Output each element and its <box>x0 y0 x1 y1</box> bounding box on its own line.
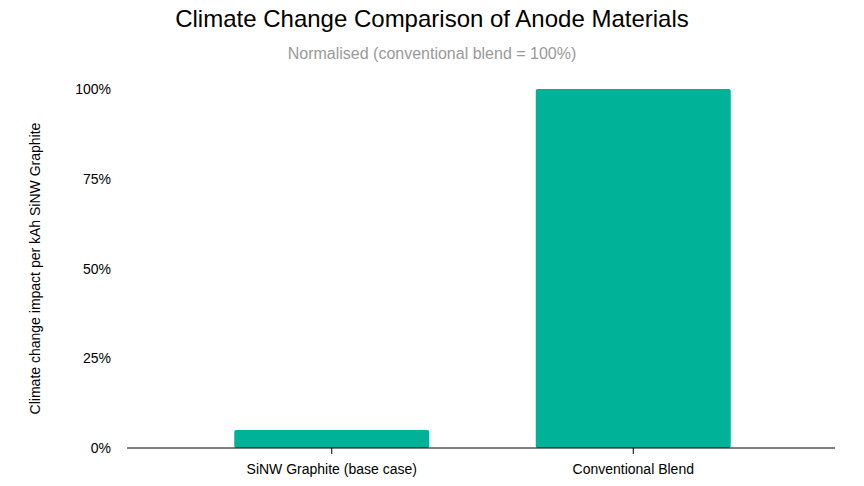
x-axis <box>127 448 835 449</box>
x-tick <box>633 448 634 454</box>
y-tick-label: 75% <box>83 171 111 187</box>
bar <box>234 430 429 448</box>
x-tick <box>331 448 332 454</box>
chart: Climate Change Comparison of Anode Mater… <box>0 0 864 486</box>
x-tick-label: Conventional Blend <box>573 461 694 477</box>
y-tick <box>115 89 121 90</box>
bar <box>536 89 731 448</box>
y-tick-label: 0% <box>91 440 111 456</box>
y-tick <box>115 268 121 269</box>
y-tick <box>115 448 121 449</box>
y-tick-label: 50% <box>83 261 111 277</box>
y-tick-label: 100% <box>75 81 111 97</box>
y-tick-label: 25% <box>83 350 111 366</box>
x-tick-label: SiNW Graphite (base case) <box>247 461 417 477</box>
y-tick <box>115 178 121 179</box>
y-tick <box>115 358 121 359</box>
y-axis-label: Climate change impact per kAh SiNW Graph… <box>27 122 43 414</box>
title: Climate Change Comparison of Anode Mater… <box>175 5 689 32</box>
subtitle: Normalised (conventional blend = 100%) <box>288 45 577 62</box>
bars <box>234 89 731 448</box>
